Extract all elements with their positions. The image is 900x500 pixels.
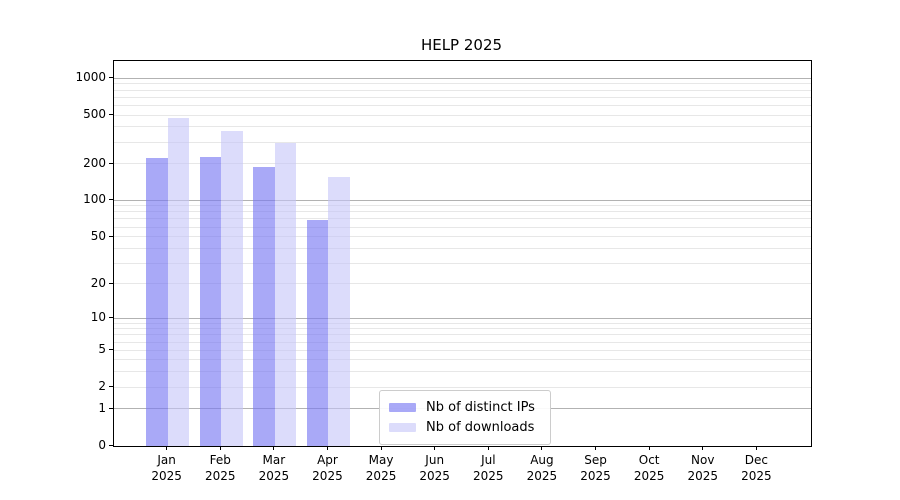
minor-gridline xyxy=(114,96,811,98)
x-tick-label: May 2025 xyxy=(365,453,397,483)
legend: Nb of distinct IPs Nb of downloads xyxy=(379,390,551,445)
minor-gridline xyxy=(114,322,811,324)
x-tick-label: Jul 2025 xyxy=(473,453,504,483)
minor-gridline xyxy=(114,371,811,373)
minor-gridline xyxy=(114,211,811,213)
x-tick-mark xyxy=(434,446,436,450)
x-tick-mark xyxy=(595,446,597,450)
bar-distinct-ips xyxy=(253,167,275,446)
legend-swatch-distinct-ips xyxy=(389,402,416,412)
x-tick-mark xyxy=(702,446,704,450)
minor-gridline xyxy=(114,163,811,165)
y-tick-label: 200 xyxy=(83,155,106,170)
minor-gridline xyxy=(114,341,811,343)
major-gridline xyxy=(114,199,811,201)
bar-distinct-ips xyxy=(307,219,329,446)
y-tick-mark xyxy=(109,317,113,319)
x-tick-label: Jan 2025 xyxy=(151,453,182,483)
y-tick-mark xyxy=(109,407,113,409)
x-tick-mark xyxy=(648,446,650,450)
y-tick-mark xyxy=(109,386,113,388)
minor-gridline xyxy=(114,359,811,361)
legend-item-downloads: Nb of downloads xyxy=(389,417,541,437)
legend-swatch-downloads xyxy=(389,422,416,432)
x-tick-label: Nov 2025 xyxy=(687,453,719,483)
minor-gridline xyxy=(114,83,811,85)
x-tick-mark xyxy=(166,446,168,450)
minor-gridline xyxy=(114,236,811,238)
x-tick-label: Dec 2025 xyxy=(741,453,772,483)
bar-downloads xyxy=(221,131,243,446)
y-tick-label: 1 xyxy=(98,400,106,415)
x-tick-mark xyxy=(541,446,543,450)
y-tick-mark xyxy=(109,77,113,79)
x-tick-mark xyxy=(219,446,221,450)
y-tick-mark xyxy=(109,444,113,446)
bar-downloads xyxy=(328,176,350,446)
y-tick-mark xyxy=(109,282,113,284)
x-tick-mark xyxy=(326,446,328,450)
minor-gridline xyxy=(114,89,811,91)
minor-gridline xyxy=(114,141,811,143)
y-tick-label: 0 xyxy=(98,437,106,452)
bar-distinct-ips xyxy=(199,156,222,446)
x-tick-label: Apr 2025 xyxy=(312,453,343,483)
bar-downloads xyxy=(167,117,190,446)
plot-area: Nb of distinct IPs Nb of downloads xyxy=(113,60,812,447)
y-tick-mark xyxy=(109,235,113,237)
y-tick-mark xyxy=(109,349,113,351)
y-tick-mark xyxy=(109,199,113,201)
bar-distinct-ips xyxy=(146,158,168,446)
minor-gridline xyxy=(114,226,811,228)
legend-label-downloads: Nb of downloads xyxy=(426,419,535,435)
major-gridline xyxy=(114,317,811,319)
minor-gridline xyxy=(114,218,811,220)
y-tick-label: 5 xyxy=(98,342,106,357)
x-tick-mark xyxy=(755,446,757,450)
x-tick-mark xyxy=(273,446,275,450)
minor-gridline xyxy=(114,247,811,249)
minor-gridline xyxy=(114,334,811,336)
y-tick-mark xyxy=(109,162,113,164)
x-tick-mark xyxy=(380,446,382,450)
y-tick-label: 1000 xyxy=(75,70,106,85)
y-tick-label: 100 xyxy=(83,192,106,207)
minor-gridline xyxy=(114,205,811,207)
major-gridline xyxy=(114,77,811,79)
x-tick-label: Mar 2025 xyxy=(258,453,290,483)
legend-item-distinct-ips: Nb of distinct IPs xyxy=(389,397,541,417)
x-tick-label: Jun 2025 xyxy=(419,453,450,483)
x-tick-mark xyxy=(487,446,489,450)
y-tick-mark xyxy=(109,114,113,116)
x-tick-label: Sep 2025 xyxy=(580,453,611,483)
chart-title: HELP 2025 xyxy=(420,36,503,54)
x-tick-label: Oct 2025 xyxy=(633,453,665,483)
minor-gridline xyxy=(114,126,811,128)
minor-gridline xyxy=(114,262,811,264)
x-tick-label: Feb 2025 xyxy=(204,453,236,483)
legend-label-distinct-ips: Nb of distinct IPs xyxy=(426,399,535,415)
minor-gridline xyxy=(114,104,811,106)
y-tick-label: 2 xyxy=(98,379,106,394)
x-tick-label: Aug 2025 xyxy=(526,453,558,483)
y-tick-label: 50 xyxy=(90,228,106,243)
minor-gridline xyxy=(114,283,811,285)
y-tick-label: 20 xyxy=(90,275,106,290)
minor-gridline xyxy=(114,114,811,116)
minor-gridline xyxy=(114,328,811,330)
minor-gridline xyxy=(114,386,811,388)
bar-downloads xyxy=(274,142,297,446)
y-tick-label: 500 xyxy=(83,107,106,122)
minor-gridline xyxy=(114,349,811,351)
y-tick-label: 10 xyxy=(90,310,106,325)
